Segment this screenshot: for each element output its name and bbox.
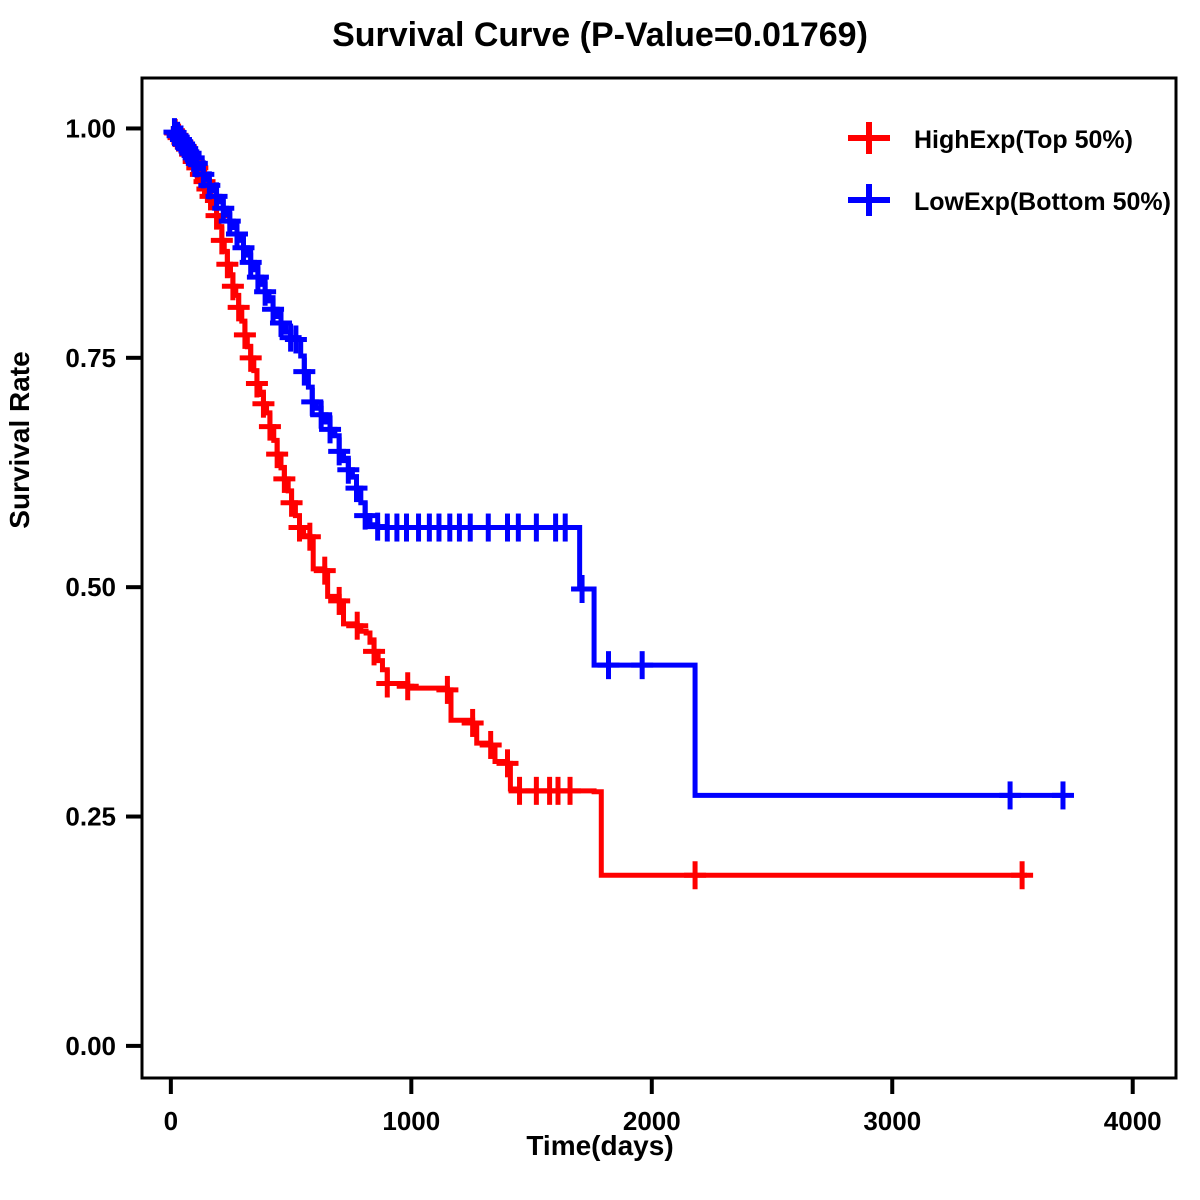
- censor-marks: [163, 118, 1074, 810]
- y-tick-label: 0.75: [65, 343, 116, 373]
- x-tick-label: 2000: [623, 1106, 681, 1136]
- x-tick-label: 1000: [382, 1106, 440, 1136]
- series-high-exp: [164, 119, 1034, 890]
- axis-frame: [140, 76, 1178, 1080]
- legend-entry-label: LowExp(Bottom 50%): [914, 188, 1171, 216]
- series-layer: [163, 118, 1074, 890]
- y-tick-label: 0.50: [65, 572, 116, 602]
- y-tick-label: 0.25: [65, 802, 116, 832]
- y-axis-ticks: 0.00 0.25 0.50 0.75 1.00: [65, 113, 142, 1061]
- step-line: [170, 125, 1066, 798]
- legend-entry-low-exp[interactable]: LowExp(Bottom 50%): [848, 184, 1171, 216]
- legend-entry-high-exp[interactable]: HighExp(Top 50%): [848, 122, 1133, 154]
- x-tick-label: 0: [164, 1106, 178, 1136]
- plot-frame: [140, 76, 1178, 1080]
- y-tick-label: 0.00: [65, 1031, 116, 1061]
- x-tick-label: 3000: [863, 1106, 921, 1136]
- y-tick-label: 1.00: [65, 113, 116, 143]
- chart-legend[interactable]: HighExp(Top 50%) LowExp(Bottom 50%): [848, 122, 1171, 216]
- x-axis-ticks: 0 1000 2000 3000 4000: [164, 1078, 1162, 1136]
- censor-marks: [164, 119, 1034, 890]
- x-axis-label: Time(days): [526, 1130, 674, 1161]
- legend-entry-label: HighExp(Top 50%): [914, 126, 1133, 154]
- chart-title: Survival Curve (P-Value=0.01769): [332, 16, 868, 54]
- x-tick-label: 4000: [1104, 1106, 1162, 1136]
- series-low-exp: [163, 118, 1074, 810]
